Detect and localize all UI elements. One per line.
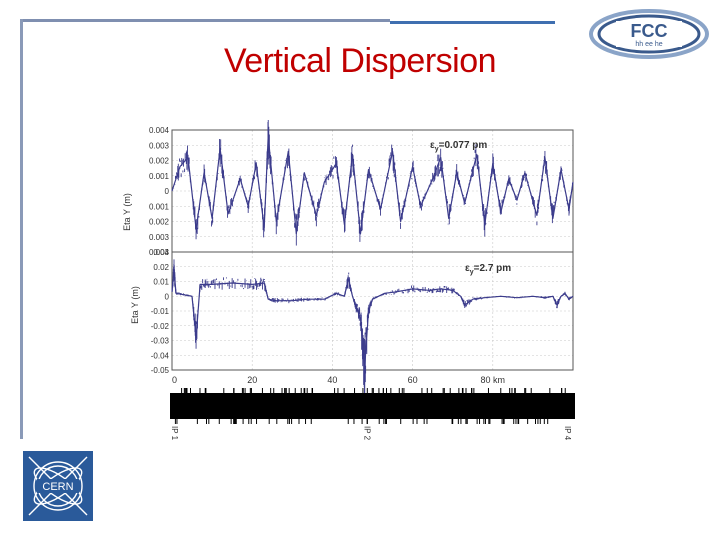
fcc-logo: FCC hh ee he [589, 9, 709, 59]
bottom-x-tick-label: 0 [172, 375, 177, 385]
ip-label: IP 1 [170, 426, 179, 441]
top-y-axis-label: Eta Y (m) [122, 193, 132, 231]
cern-logo: CERN [23, 451, 93, 521]
cern-logo-text: CERN [42, 481, 73, 493]
bottom-x-tick-label: 80 km [481, 375, 506, 385]
bottom-panel: Eta Y (m) 0.03 0.02 0.01 0 -0.01 -0.02 -0.03 -0… [130, 248, 574, 401]
bottom-series-noise [171, 259, 574, 401]
bottom-y-ticks: 0.03 0.02 0.01 0 -0.01 -0.02 -0.03 -0.04 -0.05 [151, 248, 170, 375]
top-y-tick-label: 0.003 [149, 141, 170, 150]
bottom-y-tick-label: 0.03 [153, 248, 169, 257]
ip-label: IP 4 [563, 426, 572, 441]
lattice-element-ticks [174, 388, 566, 424]
slide-frame-top [20, 19, 390, 22]
bottom-annotation: εy=2.7 pm [465, 263, 511, 276]
bottom-y-tick-label: -0.03 [151, 337, 170, 346]
top-y-tick-label: 0.004 [149, 248, 170, 257]
top-y-tick-label: 0.004 [149, 126, 170, 135]
bottom-annotation-value: =2.7 pm [474, 263, 512, 274]
top-y-tick-label: 0.002 [149, 218, 170, 227]
fcc-logo-text: FCC [631, 21, 668, 41]
bottom-y-tick-label: -0.02 [151, 322, 170, 331]
bottom-y-tick-label: -0.01 [151, 307, 170, 316]
lattice-bar [170, 393, 575, 419]
bottom-annotation-subscript: y [470, 269, 474, 276]
bottom-x-tick-label: 40 [327, 375, 337, 385]
slide-frame-top-accent [390, 21, 555, 24]
top-panel: Eta Y (m) 0.0040.0030.0020.00100.0010.00… [122, 120, 574, 257]
slide-title: Vertical Dispersion [223, 42, 497, 80]
bottom-y-tick-label: 0 [165, 292, 170, 301]
top-y-tick-label: 0.001 [149, 172, 170, 181]
fcc-logo-subtext: hh ee he [635, 41, 662, 48]
top-annotation-subscript: y [435, 146, 439, 153]
top-y-tick-label: 0.003 [149, 233, 170, 242]
ip-label: IP 2 [362, 426, 371, 441]
ip-labels: IP 1 IP 2 IP 4 [170, 426, 572, 441]
bottom-plot-frame [171, 251, 574, 371]
top-y-ticks: 0.004 0.003 0.002 0.001 0 0.001 0.002 0.003 0.00… [149, 126, 170, 257]
bottom-y-tick-label: -0.04 [151, 351, 170, 360]
bottom-x-ticks: 0 20 40 60 80 km [172, 375, 505, 385]
bottom-y-axis-label: Eta Y (m) [130, 286, 140, 324]
top-y-tick-label: 0.001 [149, 202, 170, 211]
top-y-tick-label: 0 [165, 187, 170, 196]
lattice-strip: IP 1 IP 2 IP 4 [170, 388, 575, 441]
top-series-noise [171, 120, 574, 246]
bottom-y-tick-label: 0.02 [153, 263, 169, 272]
dispersion-chart: Eta Y (m) 0.0040.0030.0020.00100.0010.00… [122, 120, 575, 441]
top-annotation-symbol: ε [430, 140, 435, 151]
bottom-annotation-symbol: ε [465, 263, 470, 274]
bottom-y-tick-label: 0.01 [153, 278, 169, 287]
bottom-x-tick-label: 60 [408, 375, 418, 385]
top-annotation: εy=0.077 pm [430, 140, 487, 153]
slide-frame-left [20, 19, 23, 439]
bottom-x-tick-label: 20 [247, 375, 257, 385]
top-series-line [171, 135, 574, 235]
bottom-grid [172, 251, 573, 371]
top-annotation-value: =0.077 pm [439, 140, 488, 151]
bottom-y-tick-label: -0.05 [151, 366, 170, 375]
top-y-tick-label: 0.002 [149, 157, 170, 166]
